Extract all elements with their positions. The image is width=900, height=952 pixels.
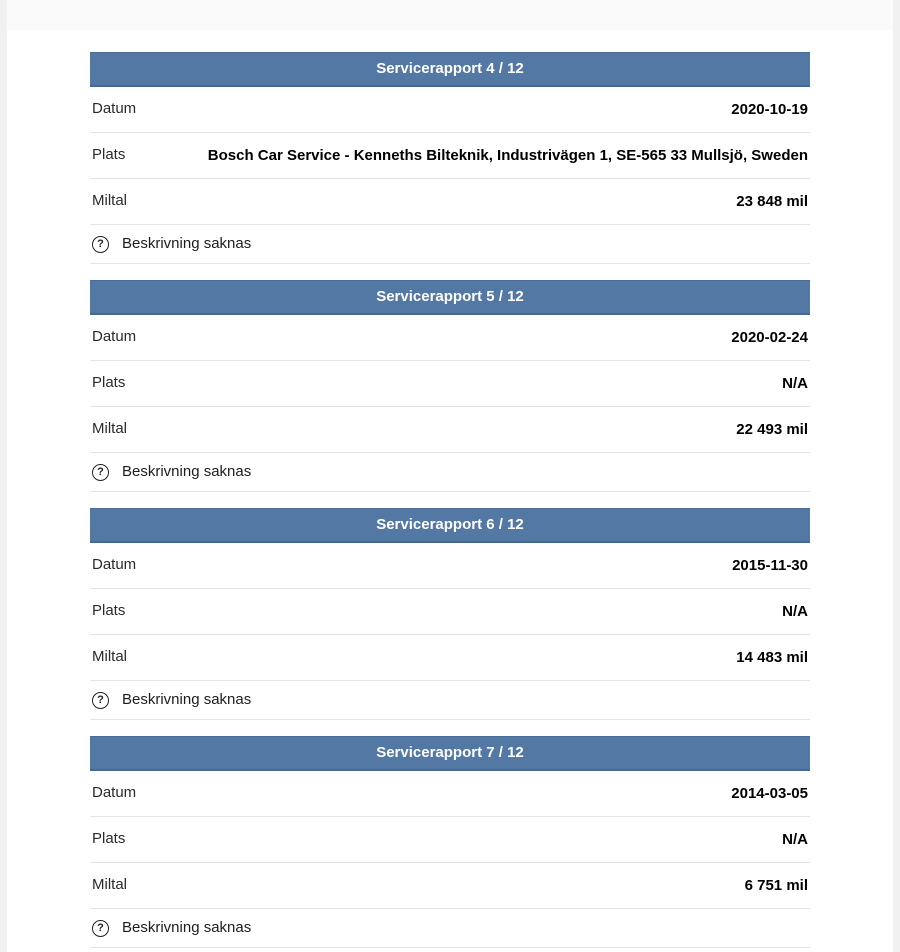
page-top-band [7, 0, 893, 30]
miltal-row: Miltal 22 493 mil [90, 407, 810, 453]
section-header: Servicerapport 6 / 12 [90, 508, 810, 543]
description-missing-row: ? Beskrivning saknas [90, 225, 810, 264]
plats-label: Plats [92, 146, 126, 163]
miltal-label: Miltal [92, 420, 128, 437]
description-missing-row: ? Beskrivning saknas [90, 453, 810, 492]
description-missing-label: Beskrivning saknas [122, 919, 252, 936]
miltal-label: Miltal [92, 192, 128, 209]
page-left-margin [0, 0, 7, 952]
service-report-section: Servicerapport 7 / 12 Datum 2014-03-05 P… [90, 736, 810, 948]
miltal-label: Miltal [92, 648, 128, 665]
plats-row: Plats N/A [90, 817, 810, 863]
service-report-list: Servicerapport 4 / 12 Datum 2020-10-19 P… [90, 52, 810, 952]
datum-value: 2020-10-19 [731, 101, 808, 118]
datum-row: Datum 2014-03-05 [90, 771, 810, 817]
datum-row: Datum 2020-02-24 [90, 315, 810, 361]
description-missing-label: Beskrivning saknas [122, 235, 252, 252]
plats-value: N/A [782, 375, 808, 392]
datum-row: Datum 2015-11-30 [90, 543, 810, 589]
datum-label: Datum [92, 328, 137, 345]
plats-row: Plats N/A [90, 361, 810, 407]
description-missing-row: ? Beskrivning saknas [90, 681, 810, 720]
datum-value: 2014-03-05 [731, 785, 808, 802]
plats-label: Plats [92, 374, 126, 391]
plats-row: Plats Bosch Car Service - Kenneths Bilte… [90, 133, 810, 179]
datum-row: Datum 2020-10-19 [90, 87, 810, 133]
plats-label: Plats [92, 602, 126, 619]
miltal-label: Miltal [92, 876, 128, 893]
service-report-section: Servicerapport 4 / 12 Datum 2020-10-19 P… [90, 52, 810, 264]
datum-label: Datum [92, 784, 137, 801]
plats-value: N/A [782, 603, 808, 620]
question-mark-icon: ? [92, 919, 109, 937]
section-header: Servicerapport 5 / 12 [90, 280, 810, 315]
question-mark-icon: ? [92, 691, 109, 709]
miltal-value: 6 751 mil [744, 877, 808, 894]
question-mark-icon: ? [92, 235, 109, 253]
miltal-row: Miltal 14 483 mil [90, 635, 810, 681]
description-missing-label: Beskrivning saknas [122, 463, 252, 480]
plats-row: Plats N/A [90, 589, 810, 635]
question-mark-icon: ? [92, 463, 109, 481]
miltal-value: 22 493 mil [736, 421, 808, 438]
miltal-row: Miltal 23 848 mil [90, 179, 810, 225]
page-right-margin [893, 0, 900, 952]
service-report-section: Servicerapport 5 / 12 Datum 2020-02-24 P… [90, 280, 810, 492]
datum-value: 2020-02-24 [731, 329, 808, 346]
datum-label: Datum [92, 556, 137, 573]
service-report-section: Servicerapport 6 / 12 Datum 2015-11-30 P… [90, 508, 810, 720]
plats-label: Plats [92, 830, 126, 847]
description-missing-row: ? Beskrivning saknas [90, 909, 810, 948]
plats-value: N/A [782, 831, 808, 848]
plats-value: Bosch Car Service - Kenneths Bilteknik, … [207, 147, 808, 164]
datum-value: 2015-11-30 [732, 557, 808, 574]
miltal-value: 23 848 mil [736, 193, 808, 210]
section-header: Servicerapport 7 / 12 [90, 736, 810, 771]
miltal-row: Miltal 6 751 mil [90, 863, 810, 909]
description-missing-label: Beskrivning saknas [122, 691, 252, 708]
miltal-value: 14 483 mil [736, 649, 808, 666]
section-header: Servicerapport 4 / 12 [90, 52, 810, 87]
datum-label: Datum [92, 100, 137, 117]
